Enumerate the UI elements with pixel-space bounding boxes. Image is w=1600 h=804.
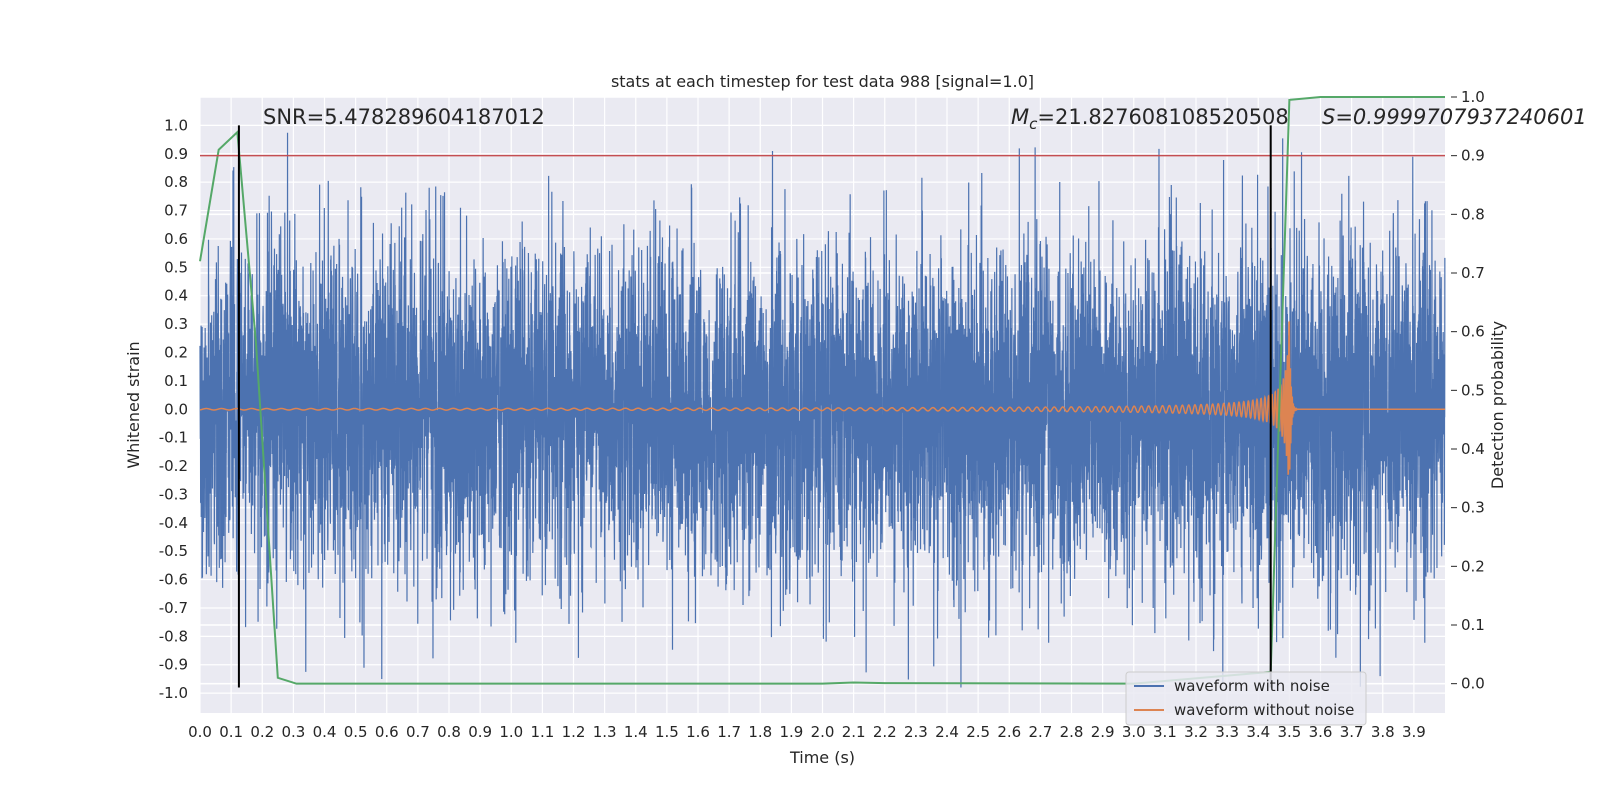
- y-tick-label-left: 0.2: [164, 343, 188, 361]
- y-axis-label-right: Detection probability: [1488, 321, 1507, 489]
- series-waveform-without-noise: [199, 321, 1445, 476]
- y-tick-label-right: 1.0: [1461, 88, 1485, 106]
- x-tick-label: 1.0: [499, 723, 523, 741]
- y-tick-label-left: -0.9: [159, 656, 188, 674]
- detection-score-annotation: S=0.9999707937240601: [1322, 105, 1587, 129]
- y-tick-label-right: 0.8: [1461, 205, 1485, 223]
- x-tick-label: 2.3: [904, 723, 928, 741]
- chart-title: stats at each timestep for test data 988…: [611, 72, 1034, 91]
- y-tick-label-left: 0.9: [164, 145, 188, 163]
- x-tick-label: 2.8: [1060, 723, 1084, 741]
- x-tick-label: 0.2: [250, 723, 274, 741]
- x-tick-label: 0.6: [375, 723, 399, 741]
- x-tick-label: 2.4: [935, 723, 959, 741]
- y-tick-label-right: 0.1: [1461, 616, 1485, 634]
- x-tick-label: 3.5: [1277, 723, 1301, 741]
- x-tick-label: 3.7: [1340, 723, 1364, 741]
- legend-box: [1125, 671, 1367, 726]
- x-tick-label: 2.2: [873, 723, 897, 741]
- x-tick-label: 3.8: [1371, 723, 1395, 741]
- y-tick-label-left: 0.8: [164, 173, 188, 191]
- x-tick-label: 0.0: [188, 723, 212, 741]
- x-tick-label: 1.9: [779, 723, 803, 741]
- chirp-mass-value: =21.827608108520508: [1037, 105, 1288, 129]
- x-tick-label: 0.3: [281, 723, 305, 741]
- detection-score-text: S=0.9999707937240601: [1322, 105, 1587, 129]
- x-tick-label: 2.1: [842, 723, 866, 741]
- x-tick-label: 1.8: [748, 723, 772, 741]
- x-tick-label: 2.9: [1091, 723, 1115, 741]
- y-tick-label-right: 0.6: [1461, 323, 1485, 341]
- marker-layer: [200, 125, 1445, 688]
- x-tick-label: 1.6: [686, 723, 710, 741]
- y-tick-label-left: 0.5: [164, 258, 188, 276]
- x-tick-label: 1.1: [530, 723, 554, 741]
- x-tick-label: 1.7: [717, 723, 741, 741]
- y-axis-label-left: Whitened strain: [124, 341, 143, 468]
- x-tick-label: 3.4: [1246, 723, 1270, 741]
- x-tick-label: 2.6: [997, 723, 1021, 741]
- x-tick-label: 1.5: [655, 723, 679, 741]
- x-tick-label: 2.5: [966, 723, 990, 741]
- y-tick-label-left: -0.8: [159, 627, 188, 645]
- x-tick-label: 0.9: [468, 723, 492, 741]
- y-tick-label-left: 1.0: [164, 116, 188, 134]
- x-tick-label: 3.9: [1402, 723, 1426, 741]
- y-tick-label-right: 0.7: [1461, 264, 1485, 282]
- x-tick-label: 0.5: [344, 723, 368, 741]
- x-tick-label: 2.7: [1028, 723, 1052, 741]
- chirp-mass-subscript: c: [1029, 115, 1038, 133]
- y-tick-label-left: 0.6: [164, 230, 188, 248]
- x-tick-label: 0.7: [406, 723, 430, 741]
- legend-label-waveform-without-noise: waveform without noise: [1174, 701, 1354, 719]
- y-tick-label-right: 0.0: [1461, 675, 1485, 693]
- y-tick-label-left: 0.3: [164, 315, 188, 333]
- y-tick-label-left: -0.4: [159, 514, 188, 532]
- y-tick-label-left: -0.7: [159, 599, 188, 617]
- x-tick-label: 3.1: [1153, 723, 1177, 741]
- x-tick-label: 3.0: [1122, 723, 1146, 741]
- x-tick-label: 3.2: [1184, 723, 1208, 741]
- x-tick-label: 3.6: [1309, 723, 1333, 741]
- y-tick-label-left: -1.0: [159, 684, 188, 702]
- legend-label-waveform-with-noise: waveform with noise: [1174, 677, 1330, 695]
- x-tick-label: 0.8: [437, 723, 461, 741]
- chirp-mass-annotation: Mc=21.827608108520508: [1011, 105, 1289, 133]
- x-tick-label: 0.1: [219, 723, 243, 741]
- y-tick-label-right: 0.4: [1461, 440, 1485, 458]
- y-tick-label-right: 0.5: [1461, 381, 1485, 399]
- x-tick-label: 3.3: [1215, 723, 1239, 741]
- y-tick-label-left: 0.1: [164, 372, 188, 390]
- x-tick-label: 1.4: [624, 723, 648, 741]
- y-tick-label-left: -0.5: [159, 542, 188, 560]
- legend: waveform with noise waveform without noi…: [1125, 671, 1367, 726]
- y-tick-label-left: -0.2: [159, 457, 188, 475]
- chirp-mass-symbol: M: [1011, 105, 1029, 129]
- y-tick-label-right: 0.9: [1461, 147, 1485, 165]
- x-tick-label: 1.2: [562, 723, 586, 741]
- tick-layer: 0.0 0.1 0.2 0.3 0.4 0.5 0.6 0.7 0.8 0.9 1.0 1.1 1.2 1…: [159, 88, 1485, 741]
- x-tick-label: 0.4: [313, 723, 337, 741]
- series-detection-probability: [199, 96, 1445, 685]
- series-layer: [199, 96, 1446, 688]
- y-tick-label-left: 0.7: [164, 202, 188, 220]
- x-tick-label: 1.3: [593, 723, 617, 741]
- y-tick-label-left: -0.1: [159, 429, 188, 447]
- y-tick-label-left: -0.6: [159, 571, 188, 589]
- series-waveform-with-noise: [199, 132, 1446, 688]
- y-tick-label-right: 0.3: [1461, 499, 1485, 517]
- y-tick-label-left: 0.0: [164, 400, 188, 418]
- y-tick-label-right: 0.2: [1461, 557, 1485, 575]
- y-tick-label-left: 0.4: [164, 287, 188, 305]
- y-tick-label-left: -0.3: [159, 485, 188, 503]
- x-axis-label: Time (s): [789, 748, 855, 767]
- x-tick-label: 2.0: [811, 723, 835, 741]
- snr-annotation: SNR=5.478289604187012: [263, 105, 545, 129]
